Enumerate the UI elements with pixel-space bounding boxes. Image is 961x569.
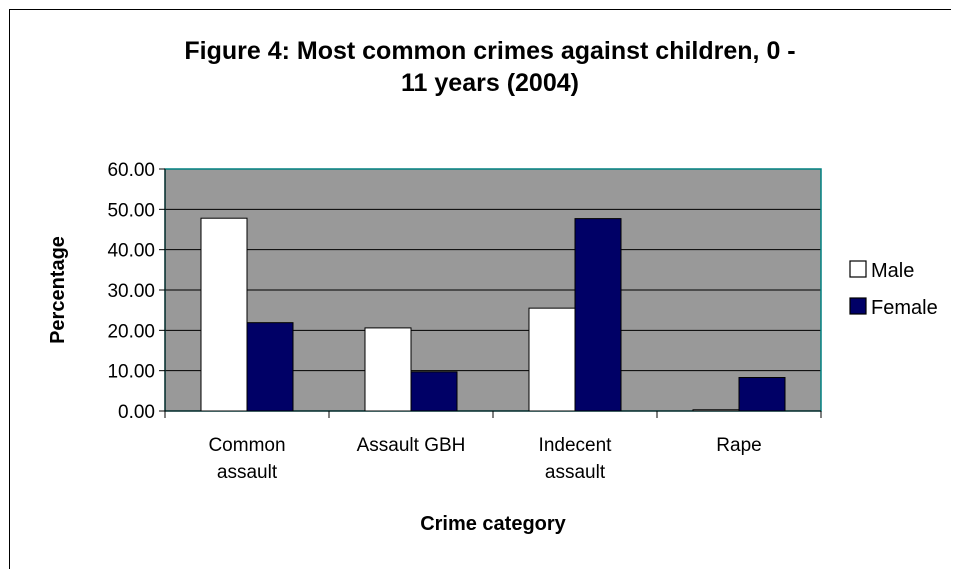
bar-female-0 [246,322,294,412]
chart-title: Figure 4: Most common crimes against chi… [95,35,885,99]
y-tick-label: 20.00 [107,321,155,342]
y-tick-label: 0.00 [118,402,155,423]
legend-label-male: Male [871,260,914,282]
bar-female-3 [738,377,786,412]
bar-female-1 [410,371,458,412]
bar-male-2 [528,307,576,412]
x-tick-label: assault [217,462,278,483]
bar-male-1 [364,327,412,412]
y-tick-label: 60.00 [107,160,155,181]
legend-swatch-male [849,260,867,278]
x-axis-title: Crime category [420,513,566,535]
x-tick-label: Indecent [539,435,613,456]
legend-swatch-female [849,297,867,315]
y-axis-title: Percentage [47,236,69,344]
x-tick-label: Common [208,435,285,456]
y-tick-label: 10.00 [107,362,155,383]
bar-male-0 [200,217,248,412]
chart-title-line-1: Figure 4: Most common crimes against chi… [184,37,796,65]
y-tick-label: 40.00 [107,241,155,262]
x-tick-label: Rape [716,435,761,456]
legend-label-female: Female [871,297,938,319]
y-tick-label: 30.00 [107,281,155,302]
chart-frame [9,9,951,569]
bar-male-3 [692,409,740,412]
chart-title-line-2: 11 years (2004) [401,69,579,97]
bar-female-2 [574,218,622,412]
x-tick-label: assault [545,462,606,483]
y-tick-label: 50.00 [107,200,155,221]
x-tick-label: Assault GBH [357,435,466,456]
